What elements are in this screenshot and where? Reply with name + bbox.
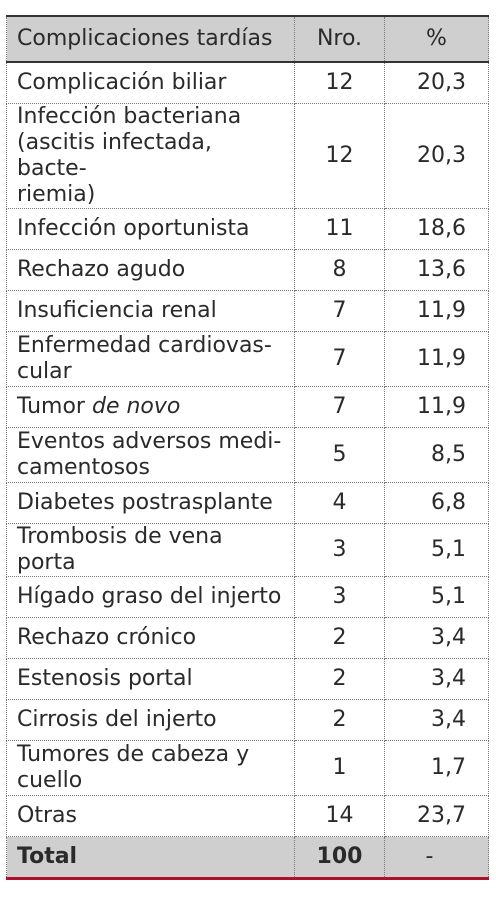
- header-complications: Complicaciones tardías: [6, 15, 295, 63]
- row-label-plain: Tumor: [17, 394, 85, 419]
- table-row: Complicación biliar 12 20,3: [6, 61, 489, 104]
- row-percent: 3,4: [384, 699, 489, 741]
- header-count: Nro.: [294, 15, 385, 63]
- row-label: Complicación biliar: [6, 61, 295, 104]
- row-label: Insuficiencia renal: [6, 290, 295, 332]
- row-count: 11: [294, 208, 385, 250]
- total-percent: -: [384, 836, 489, 880]
- table-row: Trombosis de vena porta 3 5,1: [6, 523, 489, 577]
- table-row: Rechazo crónico 2 3,4: [6, 617, 489, 659]
- row-percent: 3,4: [384, 658, 489, 700]
- row-label-line: Infección bacteriana: [17, 104, 242, 129]
- row-label: Rechazo agudo: [6, 249, 295, 291]
- row-label-line: Eventos adversos medi-: [17, 429, 282, 454]
- row-count: 2: [294, 658, 385, 700]
- table-row: Otras 14 23,7: [6, 795, 489, 837]
- total-label: Total: [6, 836, 295, 880]
- row-count: 7: [294, 386, 385, 428]
- table-row: Insuficiencia renal 7 11,9: [6, 290, 489, 332]
- total-row: Total 100 -: [6, 836, 489, 880]
- row-label-line: cuello: [17, 768, 83, 793]
- row-percent: 13,6: [384, 249, 489, 291]
- row-label: Hígado graso del injerto: [6, 576, 295, 618]
- row-percent: 11,9: [384, 386, 489, 428]
- total-count: 100: [294, 836, 385, 880]
- row-label-italic: de novo: [91, 394, 181, 419]
- table-row: Infección bacteriana (ascitis infectada,…: [6, 103, 489, 209]
- row-count: 3: [294, 523, 385, 577]
- row-percent: 11,9: [384, 290, 489, 332]
- row-count: 12: [294, 61, 385, 104]
- row-percent: 1,7: [384, 740, 489, 796]
- row-count: 4: [294, 482, 385, 524]
- table-row: Cirrosis del injerto 2 3,4: [6, 699, 489, 741]
- row-label: Otras: [6, 795, 295, 837]
- row-count: 14: [294, 795, 385, 837]
- row-count: 2: [294, 699, 385, 741]
- row-percent: 20,3: [384, 103, 489, 209]
- row-count: 3: [294, 576, 385, 618]
- row-percent: 6,8: [384, 482, 489, 524]
- table-row: Tumores de cabeza y cuello 1 1,7: [6, 740, 489, 796]
- row-percent: 5,1: [384, 576, 489, 618]
- row-count: 1: [294, 740, 385, 796]
- row-label: Eventos adversos medi- camentosos: [6, 427, 295, 483]
- complications-table-container: Complicaciones tardías Nro. % Complicaci…: [6, 15, 489, 880]
- row-label: Cirrosis del injerto: [6, 699, 295, 741]
- row-label: Rechazo crónico: [6, 617, 295, 659]
- row-label-line: Enfermedad cardiovas-: [17, 333, 272, 358]
- row-label-line: (ascitis infectada, bacte-: [17, 130, 212, 181]
- row-percent: 11,9: [384, 331, 489, 387]
- row-label: Diabetes postrasplante: [6, 482, 295, 524]
- row-count: 12: [294, 103, 385, 209]
- row-percent: 23,7: [384, 795, 489, 837]
- row-count: 5: [294, 427, 385, 483]
- row-label: Tumor de novo: [6, 386, 295, 428]
- row-count: 7: [294, 331, 385, 387]
- header-percent: %: [384, 15, 489, 63]
- complications-table: Complicaciones tardías Nro. % Complicaci…: [6, 15, 489, 880]
- row-percent: 20,3: [384, 61, 489, 104]
- row-count: 7: [294, 290, 385, 332]
- table-row: Enfermedad cardiovas- cular 7 11,9: [6, 331, 489, 387]
- row-label: Trombosis de vena porta: [6, 523, 295, 577]
- row-label-line: cular: [17, 359, 72, 384]
- row-label: Enfermedad cardiovas- cular: [6, 331, 295, 387]
- table-row: Infección oportunista 11 18,6: [6, 208, 489, 250]
- table-row: Estenosis portal 2 3,4: [6, 658, 489, 700]
- row-percent: 3,4: [384, 617, 489, 659]
- row-percent: 8,5: [384, 427, 489, 483]
- row-label-line: riemia): [17, 182, 96, 207]
- table-header-row: Complicaciones tardías Nro. %: [6, 15, 489, 63]
- table-row: Eventos adversos medi- camentosos 5 8,5: [6, 427, 489, 483]
- table-row: Tumor de novo 7 11,9: [6, 386, 489, 428]
- row-count: 2: [294, 617, 385, 659]
- row-label: Infección bacteriana (ascitis infectada,…: [6, 103, 295, 209]
- row-label-line: camentosos: [17, 455, 150, 480]
- row-percent: 5,1: [384, 523, 489, 577]
- row-percent: 18,6: [384, 208, 489, 250]
- table-row: Rechazo agudo 8 13,6: [6, 249, 489, 291]
- row-label: Tumores de cabeza y cuello: [6, 740, 295, 796]
- row-label: Estenosis portal: [6, 658, 295, 700]
- table-row: Diabetes postrasplante 4 6,8: [6, 482, 489, 524]
- row-label-line: Tumores de cabeza y: [17, 742, 250, 767]
- row-label: Infección oportunista: [6, 208, 295, 250]
- table-row: Hígado graso del injerto 3 5,1: [6, 576, 489, 618]
- row-count: 8: [294, 249, 385, 291]
